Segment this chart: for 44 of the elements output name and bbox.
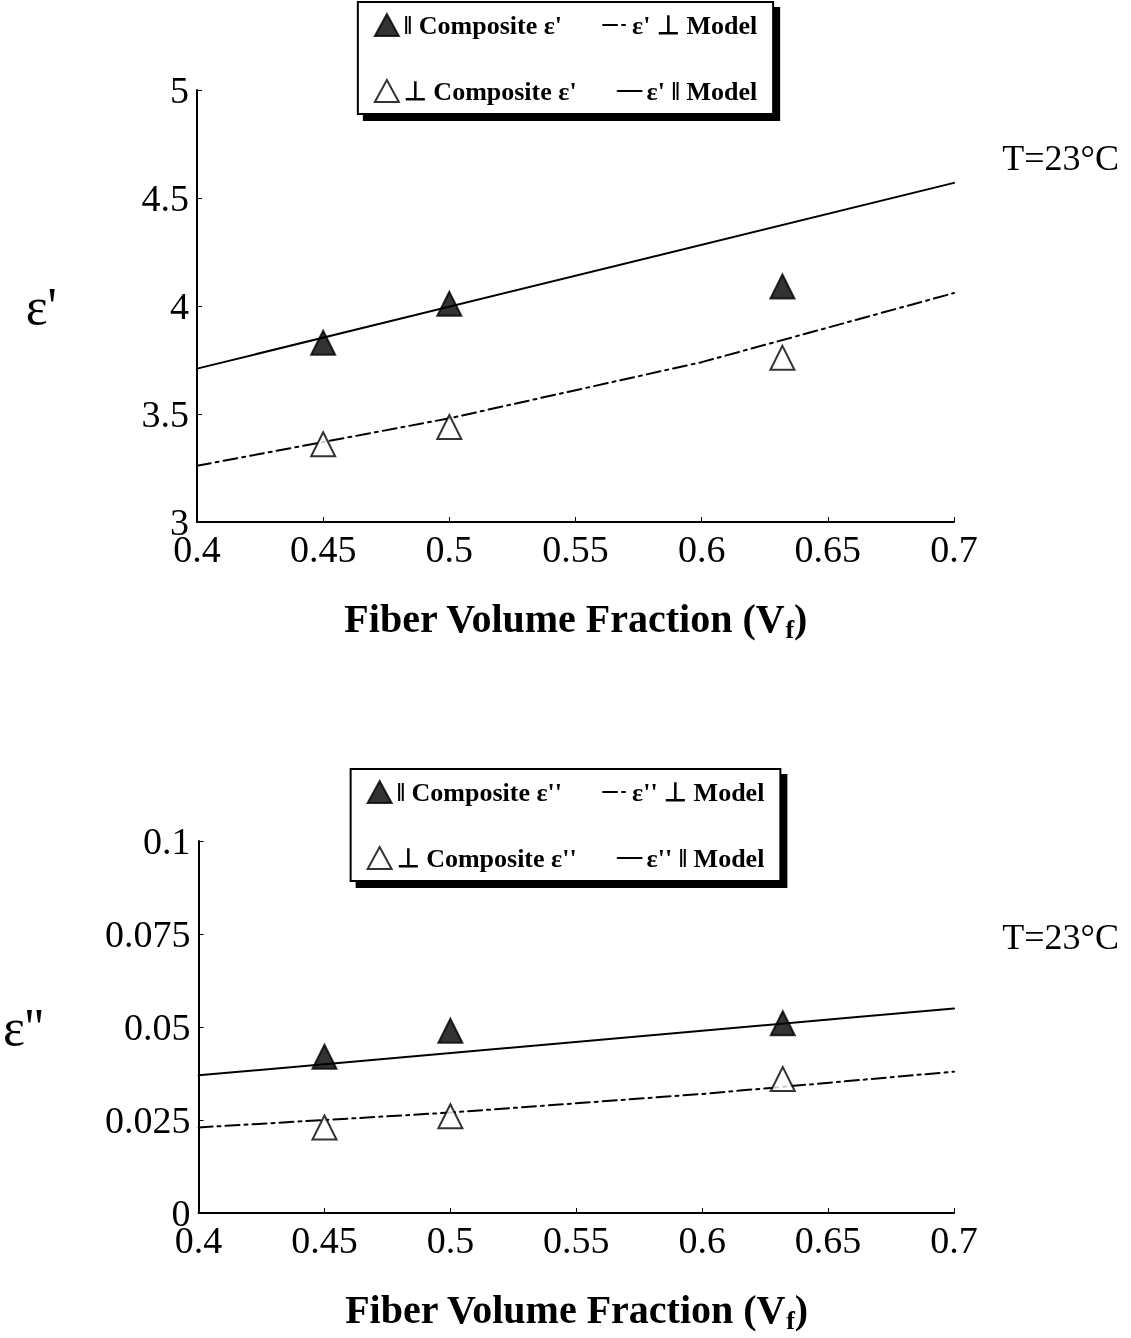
point <box>769 273 796 300</box>
legend-label: ⊥ Composite ε'' <box>396 843 577 873</box>
x-tick-label: 0.7 <box>930 1219 978 1261</box>
legend-label: ε' ⊥ Model <box>632 10 758 40</box>
x-tick-label: 0.65 <box>794 528 862 570</box>
y-tick-label: 0.05 <box>124 1006 191 1048</box>
point <box>310 431 337 458</box>
text: T=23°C <box>1002 917 1119 957</box>
point <box>311 1043 338 1070</box>
y-tick-label: 0.075 <box>105 913 191 955</box>
x-tick-label: 0.5 <box>426 1219 475 1261</box>
point <box>437 1017 464 1044</box>
x-tick-label: 0.45 <box>289 528 357 570</box>
y-tick-label: 3.5 <box>141 393 189 435</box>
x-tick-label: 0.45 <box>291 1219 358 1261</box>
x-tick-label: 0.7 <box>930 528 978 570</box>
point <box>437 1103 464 1130</box>
y-tick-label: 5 <box>170 69 189 111</box>
point <box>436 413 463 440</box>
legend-label: ε'' ‖ Model <box>646 843 765 873</box>
y-tick-label: 4 <box>170 285 189 327</box>
y-axis-title: ε'' <box>3 998 44 1056</box>
point <box>769 344 796 371</box>
legend-label: ε'' ⊥ Model <box>632 777 765 807</box>
point <box>436 290 463 317</box>
point <box>311 1114 338 1141</box>
x-tick-label: 0.6 <box>678 1219 726 1261</box>
point <box>310 329 337 356</box>
legend-label: ‖ Composite ε'' <box>396 777 563 807</box>
x-tick-label: 0.55 <box>543 1219 610 1261</box>
legend-label: ‖ Composite ε' <box>403 10 563 40</box>
y-tick-label: 0.1 <box>143 820 191 862</box>
x-tick-label: 0.6 <box>677 528 726 570</box>
y-axis-title: ε' <box>25 277 57 335</box>
x-tick-label: 0.5 <box>425 528 474 570</box>
legend-label: ε' ‖ Model <box>646 76 758 106</box>
point <box>769 1066 796 1093</box>
x-tick-label: 0.65 <box>794 1219 862 1261</box>
legend-label: ⊥ Composite ε' <box>403 76 577 106</box>
x-tick-label: 0.55 <box>542 528 609 570</box>
y-tick-label: 0.025 <box>105 1099 191 1141</box>
text: T=23°C <box>1002 138 1119 178</box>
point <box>769 1010 796 1037</box>
y-tick-label: 4.5 <box>141 177 189 219</box>
